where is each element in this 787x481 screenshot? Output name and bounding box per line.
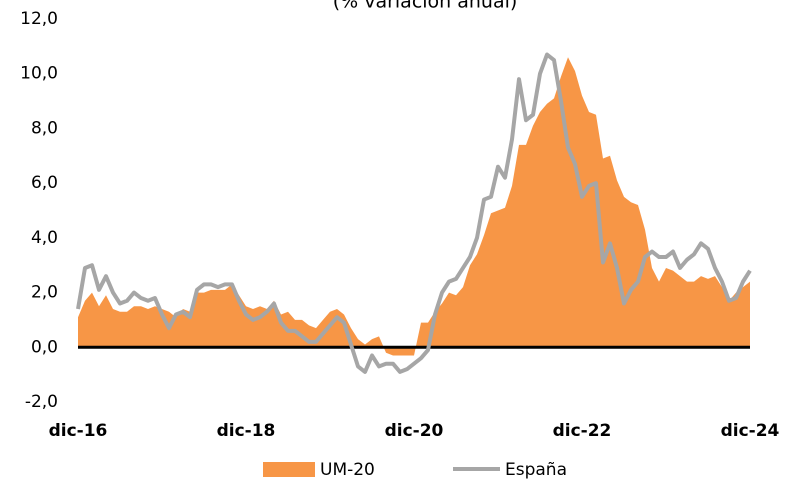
x-tick-label: dic-18 — [217, 421, 276, 441]
y-tick-label: 2,0 — [31, 283, 58, 303]
x-tick-label: dic-22 — [553, 421, 612, 441]
y-tick-label: -2,0 — [25, 392, 58, 412]
chart-title: (% variación anual) — [333, 0, 518, 13]
legend-swatch — [263, 462, 315, 477]
x-tick-label: dic-24 — [721, 421, 780, 441]
x-tick-label: dic-20 — [385, 421, 444, 441]
line — [76, 52, 752, 374]
legend-label: UM-20 — [320, 460, 375, 480]
y-tick-label: 6,0 — [31, 173, 58, 193]
x-tick-label: dic-16 — [49, 421, 108, 441]
area — [78, 57, 750, 356]
y-tick-label: 4,0 — [31, 228, 58, 248]
y-tick-label: 8,0 — [31, 118, 58, 138]
y-tick-label: 10,0 — [20, 64, 58, 84]
y-tick-label: 12,0 — [20, 9, 58, 29]
legend-label: España — [505, 460, 567, 480]
y-tick-label: 0,0 — [31, 337, 58, 357]
